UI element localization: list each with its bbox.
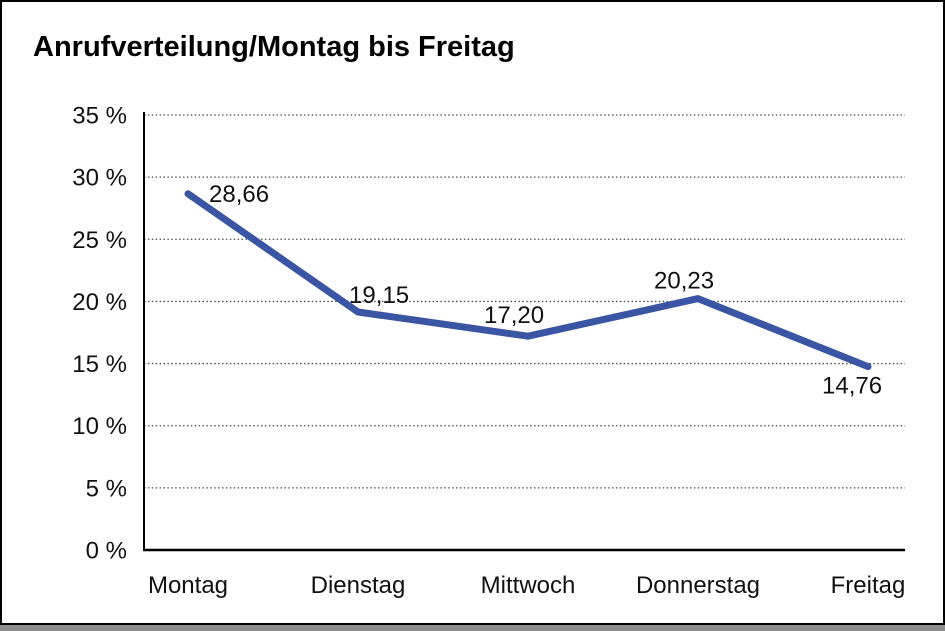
data-point-label-donnerstag: 20,23 — [654, 268, 714, 295]
y-tick-label-25: 25 % — [72, 227, 127, 254]
line-chart: 0 % 5 % 10 % 15 % 20 % 25 % 30 % 35 % Montag Dien… — [72, 103, 906, 600]
y-tick-label-10: 10 % — [72, 413, 127, 440]
data-point-label-dienstag: 19,15 — [349, 282, 409, 309]
y-tick-label-5: 5 % — [86, 475, 127, 502]
y-tick-label-35: 35 % — [72, 103, 127, 130]
y-tick-label-30: 30 % — [72, 165, 127, 192]
data-point-label-mittwoch: 17,20 — [484, 302, 544, 329]
x-category-label-dienstag: Dienstag — [311, 572, 406, 599]
y-tick-label-0: 0 % — [86, 538, 127, 565]
y-tick-label-15: 15 % — [72, 351, 127, 378]
y-tick-label-20: 20 % — [72, 289, 127, 316]
data-series-line — [184, 190, 872, 371]
x-category-label-freitag: Freitag — [831, 572, 906, 599]
data-point-label-freitag: 14,76 — [822, 373, 882, 400]
data-point-label-montag: 28,66 — [209, 181, 269, 208]
x-category-label-mittwoch: Mittwoch — [481, 572, 576, 599]
x-category-label-donnerstag: Donnerstag — [636, 572, 760, 599]
chart-title: Anrufverteilung/Montag bis Freitag — [33, 31, 515, 63]
x-category-label-montag: Montag — [148, 572, 228, 599]
